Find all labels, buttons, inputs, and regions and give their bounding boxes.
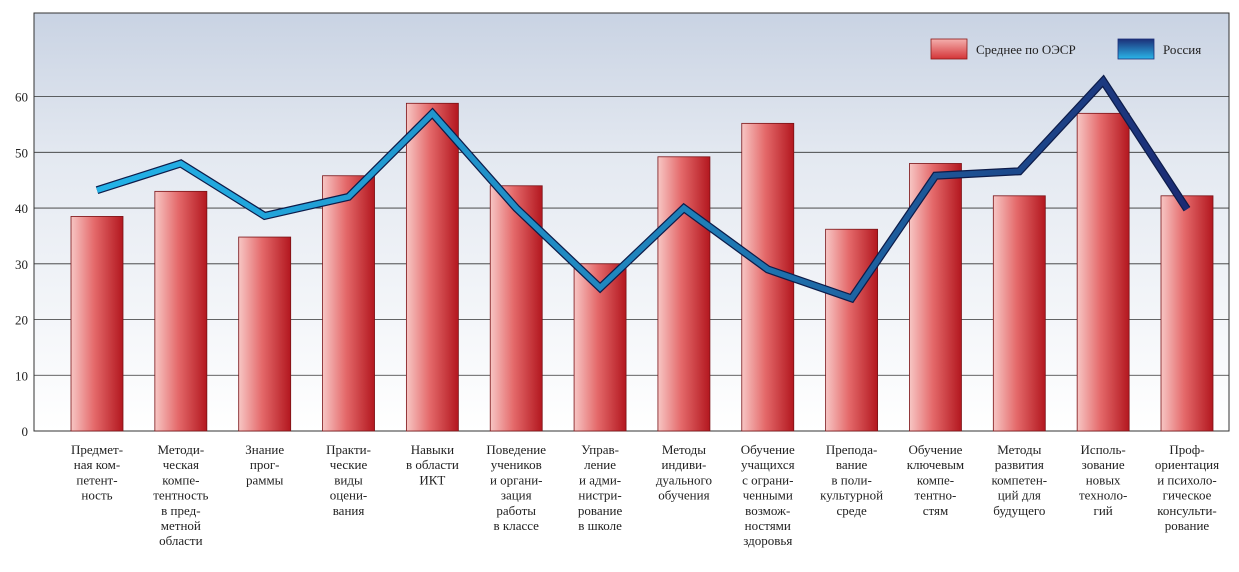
x-category-label: Навыки в области ИКТ — [406, 442, 459, 487]
legend: Среднее по ОЭСР Россия — [930, 38, 1201, 60]
bar-series — [70, 102, 1214, 432]
bar — [1160, 195, 1214, 432]
x-category-label: Проф-ориентация и психоло-гическое консуль… — [1155, 442, 1219, 533]
y-tick-label: 10 — [15, 368, 28, 383]
plot-background — [33, 12, 1230, 432]
bar — [992, 195, 1046, 432]
bar — [238, 236, 292, 432]
bar — [825, 228, 879, 432]
x-category-label: Методы развития компетен-ций для будущего — [992, 442, 1048, 518]
y-tick-label: 30 — [15, 257, 28, 272]
bar — [657, 156, 711, 432]
x-axis-labels: Предмет-ная ком-петент-ность Методи-ческа… — [71, 442, 1219, 548]
x-category-label: Методы индиви-дуального обучения — [656, 442, 712, 503]
bar — [154, 190, 208, 432]
line-russia — [96, 76, 1190, 302]
x-category-label: Обучение ключевым компе-тентно-стям — [907, 442, 964, 518]
y-tick-label: 0 — [22, 424, 29, 439]
bar — [1076, 112, 1130, 432]
x-category-label: Поведение учеников и органи-зация работы в к… — [486, 442, 546, 533]
x-category-label: Знание прог-раммы — [245, 442, 284, 487]
line-series — [95, 74, 1191, 304]
y-tick-label: 40 — [15, 201, 28, 216]
x-category-label: Обучение учащихся с ограни-ченными возмож-н… — [741, 442, 795, 548]
legend-swatch-oecd — [930, 38, 968, 60]
bar — [70, 216, 124, 432]
y-tick-label: 50 — [15, 145, 28, 160]
bar — [322, 175, 375, 432]
x-category-label: Управ-ление и адми-нистри-рование в школе — [578, 442, 623, 533]
bar — [405, 102, 459, 432]
legend-swatch-russia — [1117, 38, 1155, 60]
x-category-label: Практи-ческие виды оцени-вания — [326, 442, 371, 518]
y-axis-ticks: 0 10 20 30 40 50 60 — [15, 90, 28, 439]
x-category-label: Предмет-ная ком-петент-ность — [71, 442, 123, 503]
x-category-label: Методи-ческая компе-тентность в пред-метно… — [153, 442, 208, 548]
y-tick-label: 20 — [15, 313, 28, 328]
y-tick-label: 60 — [15, 90, 28, 105]
x-category-label: Препода-вание в поли-культурной среде — [820, 442, 883, 518]
x-category-label: Исполь-зование новых техноло-гий — [1079, 442, 1127, 518]
legend-label-russia: Россия — [1163, 42, 1201, 57]
legend-label-oecd: Среднее по ОЭСР — [976, 42, 1076, 57]
